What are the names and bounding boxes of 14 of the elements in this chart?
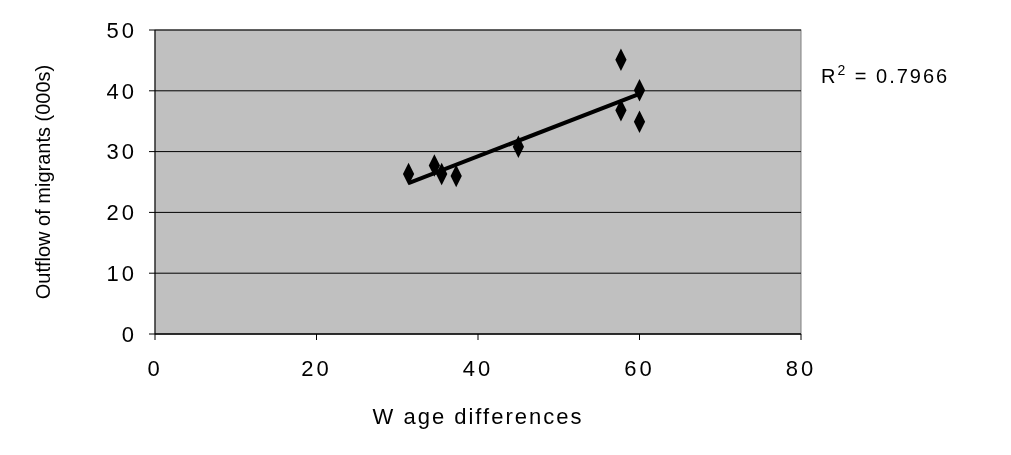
text: R$^{2}$ = 0.7966 [821,61,950,87]
x-tick-label: 40 [462,356,494,381]
y-axis-title: Outflow of migrants (000s) [32,64,54,300]
y-tick-label: 10 [106,260,137,286]
y-tick-label: 40 [106,78,137,104]
x-tick-label: 80 [785,356,817,381]
x-tick-label: 20 [301,356,332,381]
y-tick-label: 50 [106,17,137,43]
y-tick-label: 30 [106,139,137,165]
y-tick-label: 20 [106,200,137,226]
x-tick-label: 60 [624,356,655,381]
y-tick-label: 0 [121,321,137,347]
x-tick-label: 0 [147,356,163,381]
x-axis-title: W age differences [372,404,584,429]
